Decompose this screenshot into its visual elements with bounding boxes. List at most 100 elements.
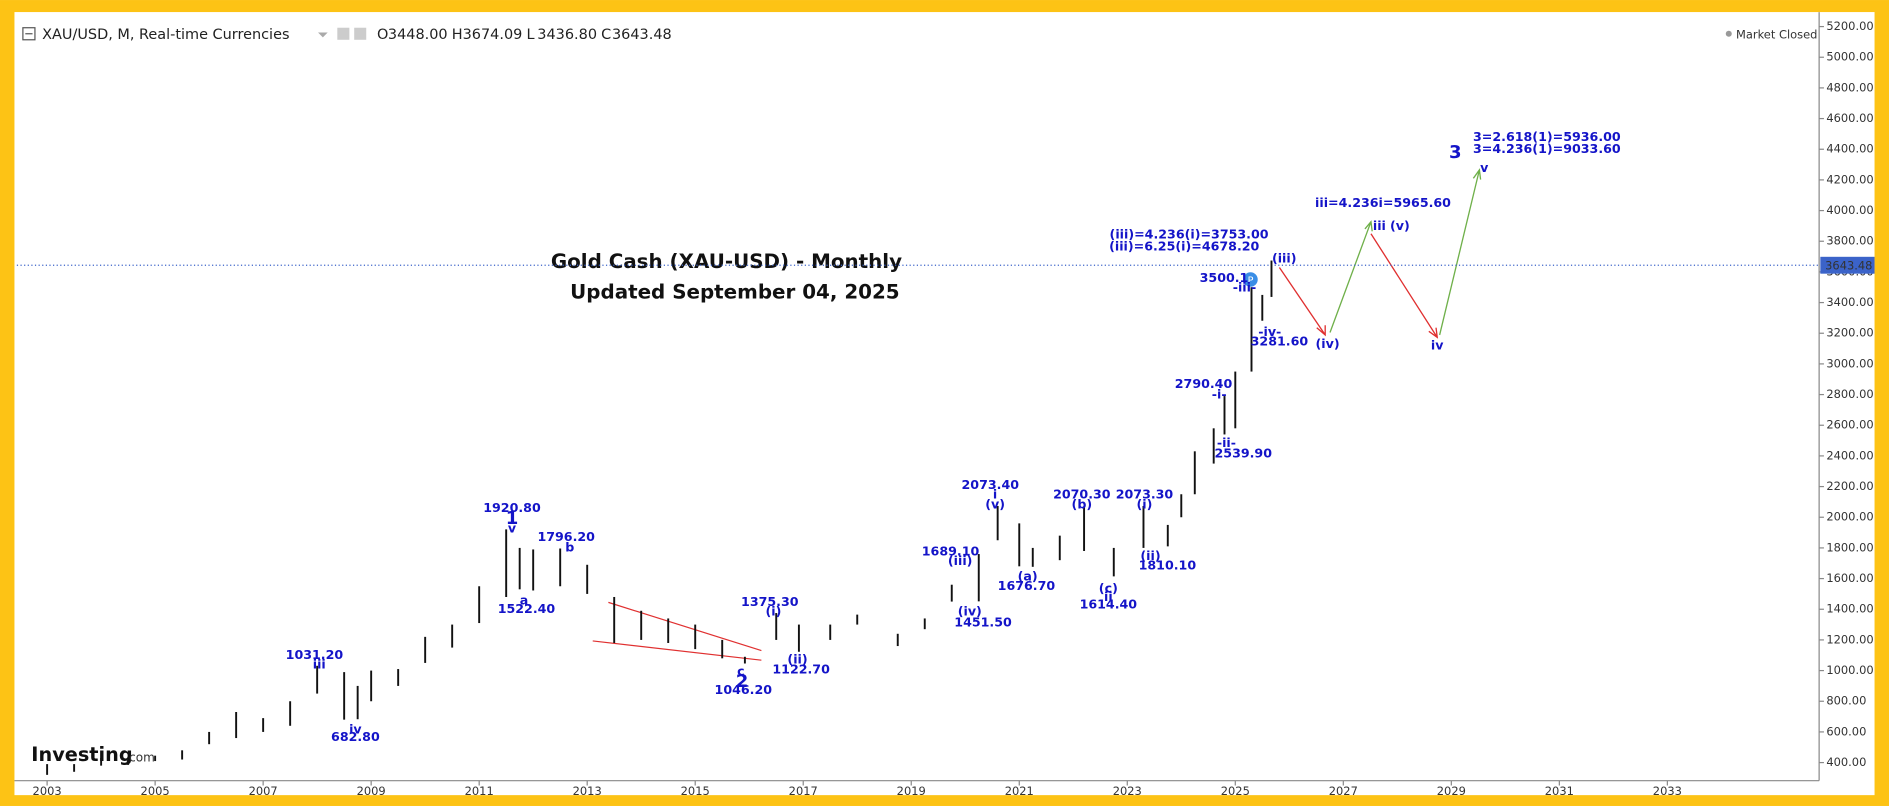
x-tick-label: 2013 [573,784,602,798]
ohlc-label: H [452,27,463,43]
ohlc-label: L [526,27,534,43]
x-tick-label: 2027 [1329,784,1358,798]
y-tick-label: 5000.00 [1826,50,1873,64]
last-price-label: 3643.48 [1825,258,1872,272]
y-tick-label: 4200.00 [1826,172,1873,186]
y-tick-label: 2400.00 [1826,448,1873,462]
collapse-icon[interactable] [22,27,36,41]
x-tick-label: 2025 [1221,784,1250,798]
wave-label: 2070.30 [1053,487,1111,502]
chart-subtitle: Updated September 04, 2025 [570,280,899,303]
y-tick-label: 4800.00 [1826,80,1873,94]
wave-label: (i) [1137,496,1153,511]
ohlc-label: C [601,27,611,43]
y-tick-label: 2800.00 [1826,387,1873,401]
triangle [592,601,762,661]
wave-label: 1122.70 [772,661,830,676]
wave-label: (ii) [1140,548,1160,563]
trend-line [608,601,762,652]
y-tick-label: 4000.00 [1826,203,1873,217]
x-tick-label: 2021 [1005,784,1034,798]
y-tick-label: 3800.00 [1826,234,1873,248]
x-tick-label: 2005 [141,784,170,798]
wave-label: 1375.30 [741,594,799,609]
wave-label: 1451.50 [954,614,1012,629]
x-tick-label: 2015 [681,784,710,798]
p-marker-letter: P [1248,276,1254,287]
wave-label: 1810.10 [1139,558,1197,573]
wave-label: 1676.70 [998,578,1056,593]
wave-label: (c) [1099,581,1118,596]
wave-label: a [520,593,529,608]
wave-label: 2 [736,671,749,692]
wave-label: (iii) [948,553,973,568]
dropdown-icon[interactable] [318,32,328,38]
settings-icon[interactable] [354,27,367,40]
wave-label: -ii- [1217,435,1236,450]
trend-line [592,640,762,661]
wave-label: (iii)=6.25(i)=4678.20 [1109,238,1259,253]
x-tick-label: 2011 [465,784,494,798]
wave-label: (iii)=4.236(i)=3753.00 [1110,226,1269,241]
arrow [1438,168,1482,336]
symbol[interactable]: XAU/USD, M, Real-time Currencies [42,27,289,43]
y-tick-label: 3400.00 [1826,295,1873,309]
wave-label: 2790.40 [1175,376,1233,391]
y-tick-label: 3000.00 [1826,356,1873,370]
ohlc-value: 3448.00 [388,27,448,43]
wave-label: 3500.1 [1200,270,1249,285]
y-tick-label: 1400.00 [1826,602,1873,616]
x-tick-label: 2003 [33,784,62,798]
wave-label: 1522.40 [498,601,556,616]
logo: Investing [31,743,132,766]
ohlc-value: 3674.09 [463,27,523,43]
wave-label: (ii) [787,652,807,667]
x-tick-label: 2031 [1545,784,1574,798]
wave-label: 3=2.618(1)=5936.00 [1473,129,1621,144]
wave-label: 3 [1449,142,1462,163]
arrow [1329,220,1373,333]
settings-icon[interactable] [337,27,350,40]
x-tick-label: 2023 [1113,784,1142,798]
wave-label: -iv- [1258,324,1281,339]
x-tick-label: 2009 [357,784,386,798]
chart-background [14,12,1875,796]
wave-label: (a) [1018,569,1038,584]
ohlc-value: 3436.80 [537,27,597,43]
wave-label: 1031.20 [286,647,344,662]
wave-label: v [1480,160,1489,175]
ohlc-value: 3643.48 [612,27,672,43]
wave-label: iv [1431,337,1444,352]
wave-label: 2073.40 [962,477,1020,492]
wave-label: (iv) [1316,336,1340,351]
wave-label: (i) [765,604,781,619]
p-marker[interactable] [1243,272,1258,287]
wave-label: 2539.90 [1215,446,1273,461]
wave-label: v [508,520,517,535]
logo-suffix: .com [125,750,155,764]
y-tick-label: 2600.00 [1826,418,1873,432]
x-tick-label: 2019 [897,784,926,798]
y-tick-label: 600.00 [1826,724,1866,738]
y-tick-label: 1800.00 [1826,540,1873,554]
projection-arrows [1278,168,1482,339]
y-tick-label: 2200.00 [1826,479,1873,493]
wave-label: (b) [1072,496,1093,511]
y-tick-label: 400.00 [1826,755,1866,769]
y-tick-label: 2000.00 [1826,510,1873,524]
wave-label: iii [313,657,326,672]
wave-label: 2073.30 [1116,487,1174,502]
wave-label: -i- [1212,387,1227,402]
wave-label: iv [349,722,362,737]
wave-label: iii [1373,218,1386,233]
x-tick-label: 2007 [249,784,278,798]
wave-label: 1796.20 [537,529,595,544]
wave-label: (iv) [958,604,982,619]
y-tick-label: 5200.00 [1826,19,1873,33]
wave-label: 1046.20 [715,682,773,697]
status-dot [1725,30,1732,37]
wave-label: -iii- [1233,279,1256,294]
wave-label: (v) [1390,218,1410,233]
y-tick-label: 4600.00 [1826,111,1873,125]
